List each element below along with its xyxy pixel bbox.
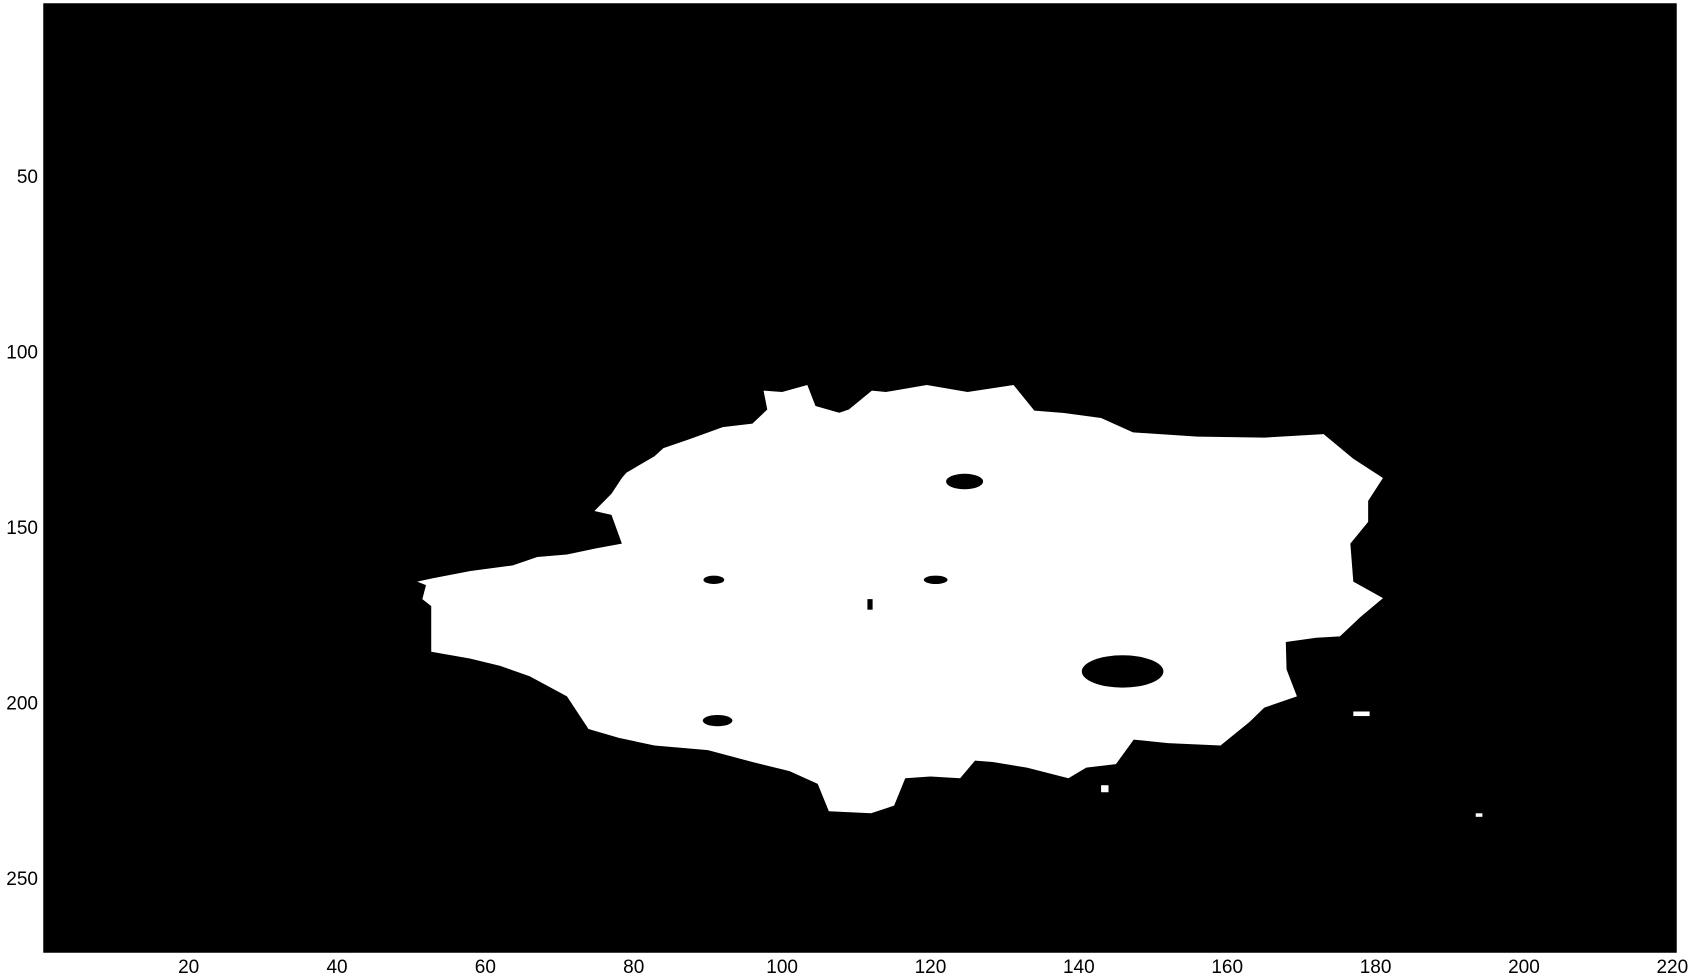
mask-speck	[1475, 813, 1483, 817]
y-tick-label: 200	[6, 693, 38, 714]
x-tick-label: 120	[915, 957, 947, 978]
x-tick-label: 220	[1656, 957, 1688, 978]
axes-box	[43, 3, 1677, 953]
x-tick-label: 140	[1063, 957, 1095, 978]
mask-layer	[417, 384, 1483, 817]
x-tick-label: 180	[1360, 957, 1392, 978]
y-tick-label: 50	[17, 167, 38, 188]
mask-hole	[703, 575, 725, 585]
mask-hole	[923, 575, 948, 585]
y-tick-label: 250	[6, 869, 38, 890]
x-tick-label: 40	[326, 957, 347, 978]
x-tick-label: 200	[1508, 957, 1540, 978]
mask-speck	[1101, 785, 1109, 793]
mask-hole	[946, 473, 984, 490]
mask-region	[417, 384, 1383, 814]
y-tick-label: 100	[6, 342, 38, 363]
x-tick-label: 20	[178, 957, 199, 978]
mask-hole	[702, 715, 733, 727]
x-tick-label: 80	[623, 957, 644, 978]
x-tick-label: 60	[475, 957, 496, 978]
x-tick-label: 100	[766, 957, 798, 978]
x-tick-label: 160	[1211, 957, 1243, 978]
mask-speck	[1353, 711, 1370, 717]
mask-hole	[1081, 655, 1164, 688]
y-tick-label: 150	[6, 518, 38, 539]
mask-hole	[867, 599, 873, 610]
